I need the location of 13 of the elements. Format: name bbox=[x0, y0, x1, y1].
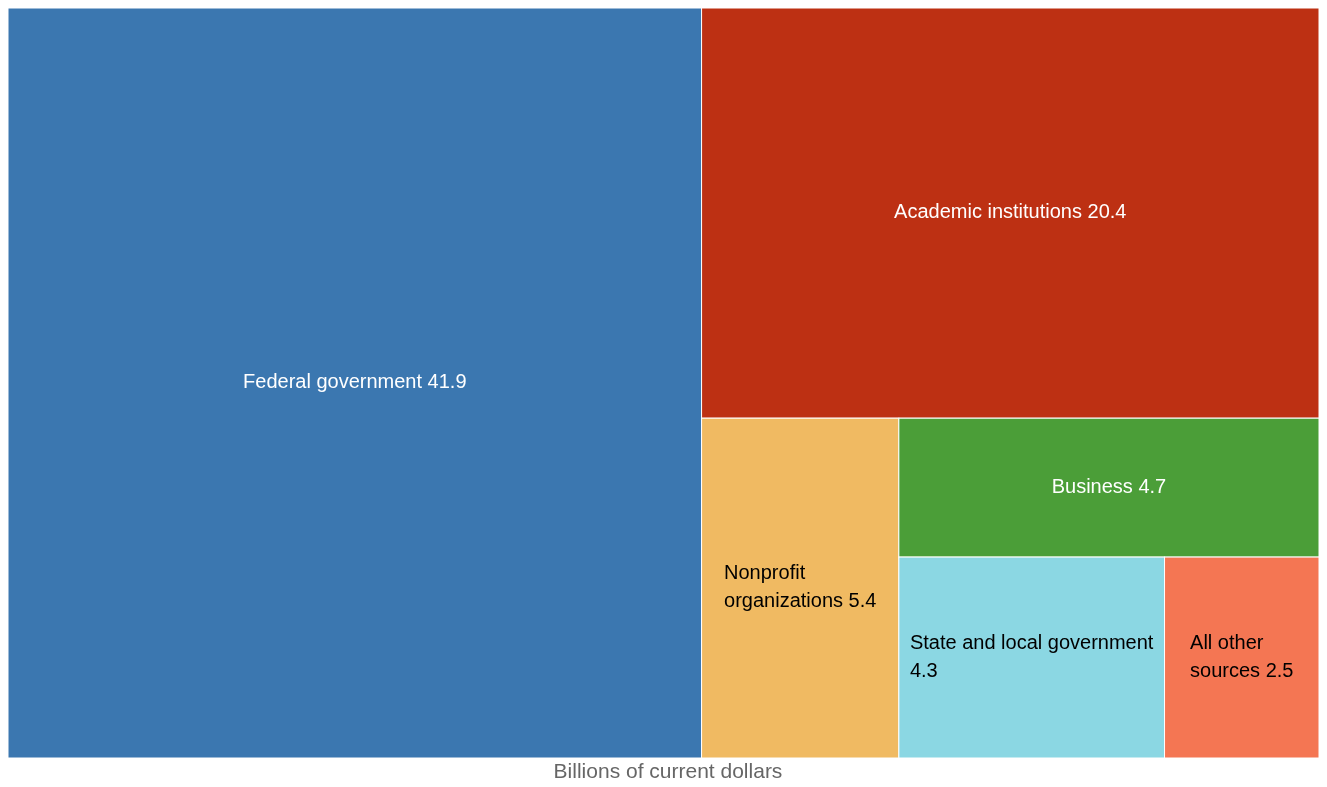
data-label: 2.5 bbox=[1265, 658, 1294, 681]
category-label: Academic institutions bbox=[894, 200, 1082, 223]
data-label: 20.4 bbox=[1087, 200, 1127, 223]
category-label: All other sources bbox=[1190, 630, 1264, 681]
text: Billions of current dollars bbox=[553, 758, 783, 782]
category-label: Nonprofit organizations bbox=[724, 561, 844, 612]
category-label: Federal government bbox=[243, 370, 423, 393]
data-label: 4.7 bbox=[1138, 474, 1167, 497]
data-label: 4.3 bbox=[909, 658, 938, 681]
data-label: 41.9 bbox=[427, 370, 467, 393]
category-label: State and local government bbox=[909, 630, 1154, 653]
data-label: 5.4 bbox=[848, 589, 877, 612]
category-label: Business bbox=[1051, 474, 1133, 497]
